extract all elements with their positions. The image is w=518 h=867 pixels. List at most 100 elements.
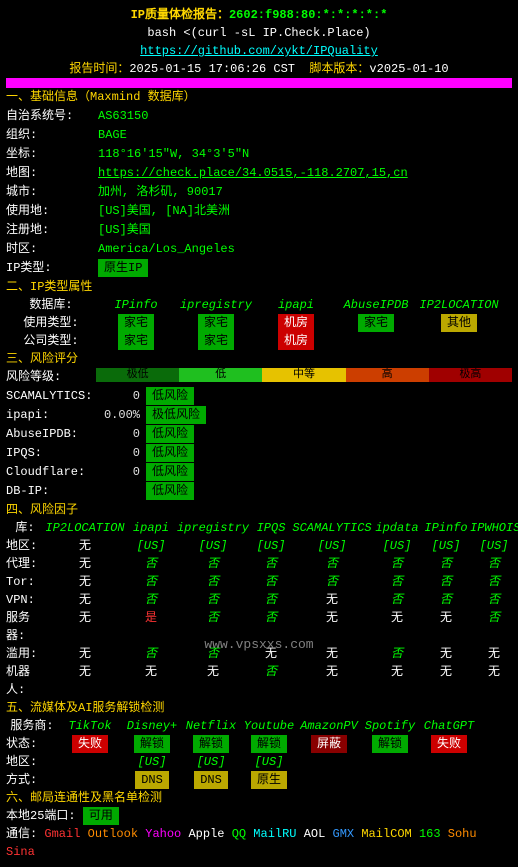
- risk-key: DB-IP:: [6, 482, 96, 500]
- section-5: 五、流媒体及AI服务解锁检测: [6, 699, 512, 717]
- cell: 否: [422, 591, 470, 609]
- col-hdr: AmazonPV: [298, 717, 360, 735]
- row-lbl: 使用类型:: [6, 314, 96, 332]
- cell: 是: [126, 609, 176, 645]
- basic-val: BAGE: [98, 126, 127, 144]
- cell: 无: [372, 609, 422, 645]
- cell: 否: [470, 591, 518, 609]
- port25-val: 可用: [83, 807, 119, 825]
- basic-val: 118°16'15"W, 34°3'5"N: [98, 145, 249, 163]
- section-1: 一、基础信息（Maxmind 数据库）: [6, 88, 512, 106]
- watermark: www.vpsxxs.com: [204, 635, 313, 655]
- cell: [298, 753, 360, 771]
- time-val: 2025-01-15 17:06:26 CST: [129, 62, 295, 76]
- row-lbl: 服务器:: [6, 609, 44, 645]
- cell: 家宅: [176, 314, 256, 332]
- row-lbl: VPN:: [6, 591, 44, 609]
- cell: 否: [292, 573, 372, 591]
- cell: [420, 771, 478, 789]
- cell: 无: [44, 591, 126, 609]
- cell: [416, 332, 502, 350]
- col-hdr: AbuseIPDB: [336, 296, 416, 314]
- cell: 否: [126, 645, 176, 663]
- cell: 原生: [240, 771, 298, 789]
- mail-provider: AOL: [304, 827, 326, 841]
- risk-val: 低风险: [146, 444, 194, 462]
- cell: 家宅: [176, 332, 256, 350]
- risk-key: AbuseIPDB:: [6, 425, 96, 443]
- cell: [US]: [176, 537, 250, 555]
- risk-val: 低风险: [146, 387, 194, 405]
- cell: 无: [422, 609, 470, 645]
- cell: 无: [292, 591, 372, 609]
- row-lbl: 地区:: [6, 537, 44, 555]
- col-hdr: ipapi: [126, 519, 176, 537]
- status-cell: 失败: [420, 735, 478, 753]
- col-hdr: ipdata: [372, 519, 422, 537]
- cell: 否: [470, 555, 518, 573]
- row-lbl: 地区:: [6, 753, 58, 771]
- basic-val[interactable]: https://check.place/34.0515,-118.2707,15…: [98, 164, 408, 182]
- cell: 家宅: [336, 314, 416, 332]
- cell: [420, 753, 478, 771]
- risk-val: 低风险: [146, 463, 194, 481]
- row-lbl: 代理:: [6, 555, 44, 573]
- cell: 否: [250, 591, 292, 609]
- col-hdr: Spotify: [360, 717, 420, 735]
- repo-link[interactable]: https://github.com/xykt/IPQuality: [140, 44, 378, 58]
- row-lbl: 状态:: [6, 735, 58, 753]
- mail-label: 通信:: [6, 827, 37, 841]
- col-hdr: Disney+: [122, 717, 182, 735]
- cell: DNS: [182, 771, 240, 789]
- cell: 无: [176, 663, 250, 699]
- basic-val: [US]美国, [NA]北美洲: [98, 202, 230, 220]
- ver-label: 脚本版本：: [309, 62, 369, 76]
- status-cell: 屏蔽: [298, 735, 360, 753]
- row-lbl: 公司类型:: [6, 332, 96, 350]
- basic-key: 城市:: [6, 183, 96, 201]
- cell: [336, 332, 416, 350]
- col-hdr: ChatGPT: [420, 717, 478, 735]
- status-cell: 解锁: [240, 735, 298, 753]
- status-cell: 解锁: [360, 735, 420, 753]
- risk-num: 0: [98, 444, 144, 462]
- col-hdr: Youtube: [240, 717, 298, 735]
- cell: 否: [422, 573, 470, 591]
- cell: 其他: [416, 314, 502, 332]
- mail-provider: GMX: [333, 827, 355, 841]
- col-hdr: IP2LOCATION: [44, 519, 126, 537]
- cell: 否: [372, 645, 422, 663]
- basic-key: 组织:: [6, 126, 96, 144]
- col-hdr: ipapi: [256, 296, 336, 314]
- section-2: 二、IP类型属性: [6, 278, 512, 296]
- status-cell: 解锁: [182, 735, 240, 753]
- row-lbl: Tor:: [6, 573, 44, 591]
- status-cell: 解锁: [122, 735, 182, 753]
- cell: [US]: [122, 753, 182, 771]
- mail-provider: MailRU: [253, 827, 296, 841]
- cell: 否: [422, 555, 470, 573]
- cell: 无: [44, 609, 126, 645]
- cell: 机房: [256, 314, 336, 332]
- cell: [US]: [292, 537, 372, 555]
- basic-key: 时区:: [6, 240, 96, 258]
- mail-provider: MailCOM: [361, 827, 411, 841]
- basic-key: 自治系统号:: [6, 107, 96, 125]
- cell: [US]: [240, 753, 298, 771]
- basic-key: 注册地:: [6, 221, 96, 239]
- col-hdr: 库:: [6, 519, 44, 537]
- cell: [US]: [372, 537, 422, 555]
- col-hdr: ipregistry: [176, 296, 256, 314]
- cell: 否: [126, 591, 176, 609]
- mail-provider: QQ: [232, 827, 246, 841]
- basic-val: 加州, 洛杉矶, 90017: [98, 183, 223, 201]
- risk-val: 低风险: [146, 482, 194, 500]
- basic-key: 使用地:: [6, 202, 96, 220]
- cell: 无: [44, 663, 126, 699]
- risk-key: SCAMALYTICS:: [6, 387, 96, 405]
- col-hdr: IPinfo: [96, 296, 176, 314]
- cell: [US]: [182, 753, 240, 771]
- cell: [360, 753, 420, 771]
- col-hdr: ipregistry: [176, 519, 250, 537]
- risk-num: 0: [98, 463, 144, 481]
